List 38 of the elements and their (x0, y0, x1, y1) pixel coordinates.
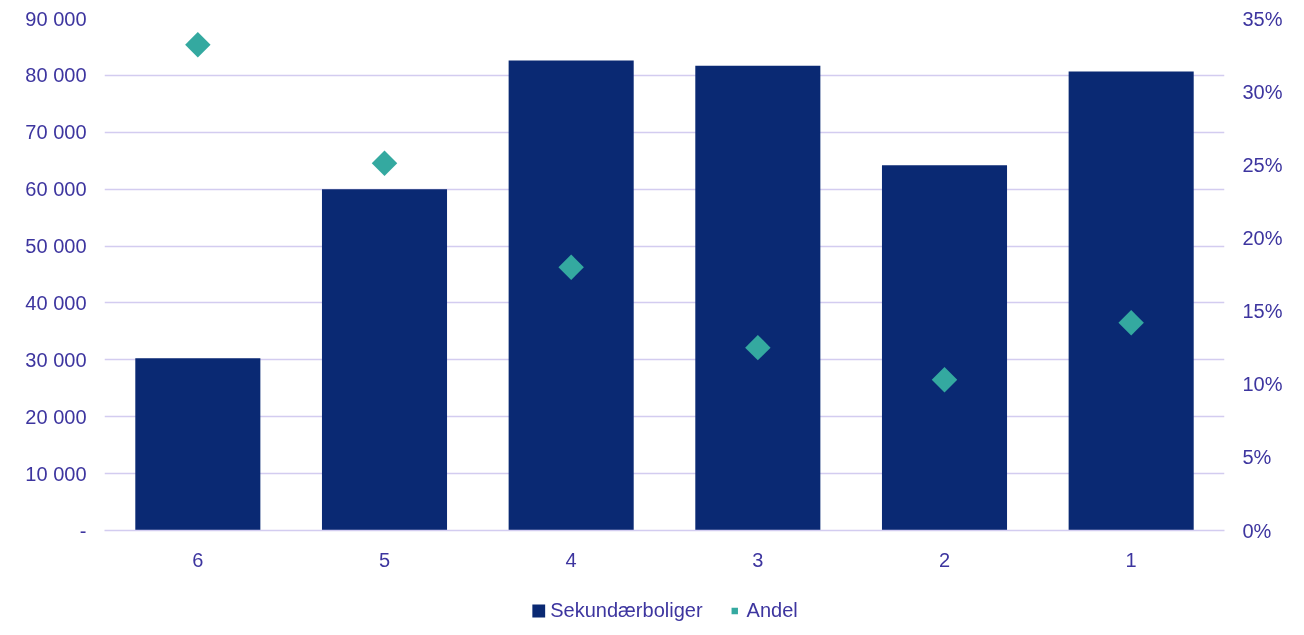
x-tick-label: 1 (1125, 548, 1137, 571)
point (745, 334, 771, 361)
x-tick-label: 3 (752, 548, 764, 571)
y-tick-label: 60 000 (25, 178, 87, 201)
y-tick-label: 40 000 (25, 291, 87, 314)
y2-tick-label: 35% (1242, 7, 1283, 30)
x-tick-label: 2 (938, 548, 951, 571)
x-tick-label: 6 (192, 548, 204, 571)
y-tick-label: 20 000 (25, 405, 87, 428)
y2-tick-label: 0% (1242, 519, 1272, 542)
y2-tick-label: 25% (1242, 153, 1283, 176)
y2-tick-label: 10% (1242, 373, 1283, 396)
bar (695, 65, 821, 531)
bar (321, 189, 448, 531)
y-tick-label: 80 000 (25, 64, 87, 87)
y-tick-label: 50 000 (25, 235, 87, 258)
y2-tick-label: 20% (1242, 226, 1283, 249)
y-tick-label: 70 000 (25, 121, 87, 144)
x-tick-label: 5 (378, 548, 391, 571)
y-tick-label: 10 000 (25, 462, 87, 485)
bar (135, 358, 261, 531)
y-tick-label: 90 000 (25, 7, 87, 30)
legend-label: Sekundærboliger (550, 598, 703, 622)
point (558, 254, 584, 280)
y2-tick-label: 5% (1242, 446, 1272, 469)
point (1118, 310, 1144, 336)
point (371, 150, 398, 177)
point (185, 32, 211, 58)
bar (881, 165, 1008, 531)
bar (508, 60, 634, 531)
bar (1068, 71, 1194, 531)
y2-tick-label: 15% (1242, 300, 1283, 323)
point (931, 367, 958, 393)
y-tick-label: - (79, 519, 87, 542)
x-tick-label: 4 (565, 548, 577, 571)
y-tick-label: 30 000 (25, 348, 87, 371)
y2-tick-label: 30% (1242, 80, 1283, 103)
legend-label: Andel (746, 598, 798, 622)
